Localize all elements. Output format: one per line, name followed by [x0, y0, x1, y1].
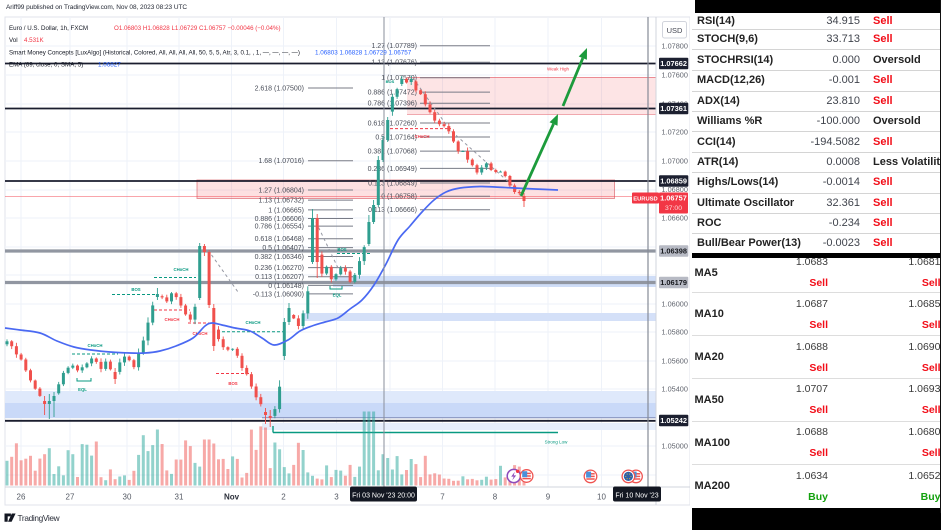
svg-text:1 (1.06665): 1 (1.06665) [268, 207, 304, 214]
svg-text:1.05400: 1.05400 [662, 385, 688, 394]
svg-text:0.382 (1.07068): 0.382 (1.07068) [368, 149, 417, 156]
svg-text:USD: USD [667, 26, 683, 35]
svg-text:1.07361: 1.07361 [660, 104, 687, 113]
svg-text:0.886 (1.07472): 0.886 (1.07472) [368, 90, 417, 97]
svg-text:7: 7 [440, 493, 445, 502]
svg-text:26: 26 [17, 493, 26, 502]
svg-text:Fri 10 Nov '23: Fri 10 Nov '23 [615, 492, 658, 499]
svg-text:0.236 (1.06949): 0.236 (1.06949) [368, 166, 417, 173]
svg-text:0.113 (1.06849): 0.113 (1.06849) [368, 180, 417, 187]
svg-text:1.06179: 1.06179 [660, 278, 687, 287]
svg-text:1.06600: 1.06600 [662, 214, 688, 223]
svg-text:CHoCH: CHoCH [173, 267, 188, 272]
svg-text:0.618 (1.07260): 0.618 (1.07260) [368, 120, 417, 127]
svg-text:1.13 (1.07676): 1.13 (1.07676) [371, 60, 417, 67]
svg-text:Nov: Nov [224, 493, 240, 502]
svg-text:1 (1.07570): 1 (1.07570) [381, 75, 417, 82]
svg-text:31: 31 [175, 493, 184, 502]
svg-text:1.06757: 1.06757 [660, 194, 687, 203]
svg-text:1.06000: 1.06000 [662, 300, 688, 309]
svg-text:27: 27 [66, 493, 75, 502]
svg-text:0 (1.06758): 0 (1.06758) [381, 194, 417, 201]
svg-text:3: 3 [334, 493, 339, 502]
svg-text:CHoCH: CHoCH [245, 320, 260, 325]
svg-text:1.05242: 1.05242 [660, 416, 687, 425]
svg-text:EURUSD: EURUSD [633, 197, 657, 203]
svg-text:TradingView: TradingView [18, 513, 61, 523]
svg-text:0.236 (1.06270): 0.236 (1.06270) [255, 265, 304, 272]
svg-text:1.06398: 1.06398 [660, 247, 687, 256]
svg-text:1.07600: 1.07600 [662, 71, 688, 80]
svg-text:0.113 (1.06666): 0.113 (1.06666) [368, 207, 417, 214]
svg-text:1.68 (1.07016): 1.68 (1.07016) [258, 158, 304, 165]
svg-text:1.06800: 1.06800 [662, 185, 688, 194]
svg-text:1.07000: 1.07000 [662, 157, 688, 166]
svg-text:0.886 (1.06606): 0.886 (1.06606) [255, 216, 304, 223]
svg-text:1.06803 1.06828 1.06729 1.0675: 1.06803 1.06828 1.06729 1.06757 [315, 50, 412, 57]
svg-text:BOS: BOS [131, 287, 140, 292]
svg-text:30: 30 [123, 493, 132, 502]
svg-text:CHoCH: CHoCH [87, 343, 102, 348]
svg-text:10: 10 [597, 493, 606, 502]
svg-text:CHoCH: CHoCH [164, 317, 179, 322]
svg-text:1.06827: 1.06827 [98, 62, 121, 69]
svg-text:Weak High: Weak High [547, 67, 569, 72]
svg-text:-0.113 (1.06090): -0.113 (1.06090) [253, 291, 304, 298]
svg-text:1.07200: 1.07200 [662, 128, 688, 137]
svg-text:EQL: EQL [78, 387, 87, 392]
svg-text:Fri 03 Nov '23 20:00: Fri 03 Nov '23 20:00 [352, 492, 415, 499]
svg-text:BOS: BOS [228, 381, 237, 386]
svg-text:0.618 (1.06468): 0.618 (1.06468) [255, 236, 304, 243]
svg-text:BOS: BOS [386, 79, 395, 84]
svg-text:CHoCH: CHoCH [414, 134, 429, 139]
svg-text:1.05600: 1.05600 [662, 357, 688, 366]
svg-text:1.27 (1.07789): 1.27 (1.07789) [371, 43, 417, 50]
svg-text:9: 9 [546, 493, 551, 502]
svg-text:1.27 (1.06804): 1.27 (1.06804) [258, 187, 304, 194]
svg-text:Euro / U.S. Dollar, 1h, FXCM: Euro / U.S. Dollar, 1h, FXCM [9, 25, 88, 32]
svg-text:EMA (89, close, 0, SMA, 5): EMA (89, close, 0, SMA, 5) [9, 62, 83, 69]
svg-text:1.06859: 1.06859 [660, 177, 687, 186]
svg-text:1.07662: 1.07662 [660, 59, 687, 68]
svg-text:1.13 (1.06732): 1.13 (1.06732) [258, 198, 304, 205]
svg-text:0.786 (1.06554): 0.786 (1.06554) [255, 224, 304, 231]
svg-text:37:00: 37:00 [665, 205, 682, 212]
svg-text:4.531K: 4.531K [24, 37, 44, 44]
svg-text:2.618 (1.07500): 2.618 (1.07500) [255, 85, 304, 92]
svg-text:0.5 (1.07164): 0.5 (1.07164) [375, 134, 417, 141]
svg-text:1.05000: 1.05000 [662, 442, 688, 451]
svg-text:EQL: EQL [333, 293, 342, 298]
svg-text:0.113 (1.06207): 0.113 (1.06207) [255, 274, 304, 281]
svg-text:0.5 (1.06407): 0.5 (1.06407) [262, 245, 304, 252]
svg-text:0 (1.06148): 0 (1.06148) [268, 283, 304, 290]
svg-text:8: 8 [493, 493, 498, 502]
svg-text:1.05800: 1.05800 [662, 328, 688, 337]
svg-text:Strong Low: Strong Low [545, 440, 569, 445]
svg-text:1.07800: 1.07800 [662, 42, 688, 51]
svg-text:Vol: Vol [9, 37, 18, 44]
svg-text:2: 2 [281, 493, 286, 502]
svg-text:Smart Money Concepts [LuxAlgo]: Smart Money Concepts [LuxAlgo] (Historic… [9, 50, 300, 57]
svg-text:0.382 (1.06346): 0.382 (1.06346) [255, 254, 304, 261]
svg-text:BOS: BOS [337, 247, 346, 252]
svg-text:O1.06803 H1.06828 L1.06729 C1.: O1.06803 H1.06828 L1.06729 C1.06757 −0.0… [114, 25, 281, 32]
svg-text:CHoCH: CHoCH [192, 331, 207, 336]
